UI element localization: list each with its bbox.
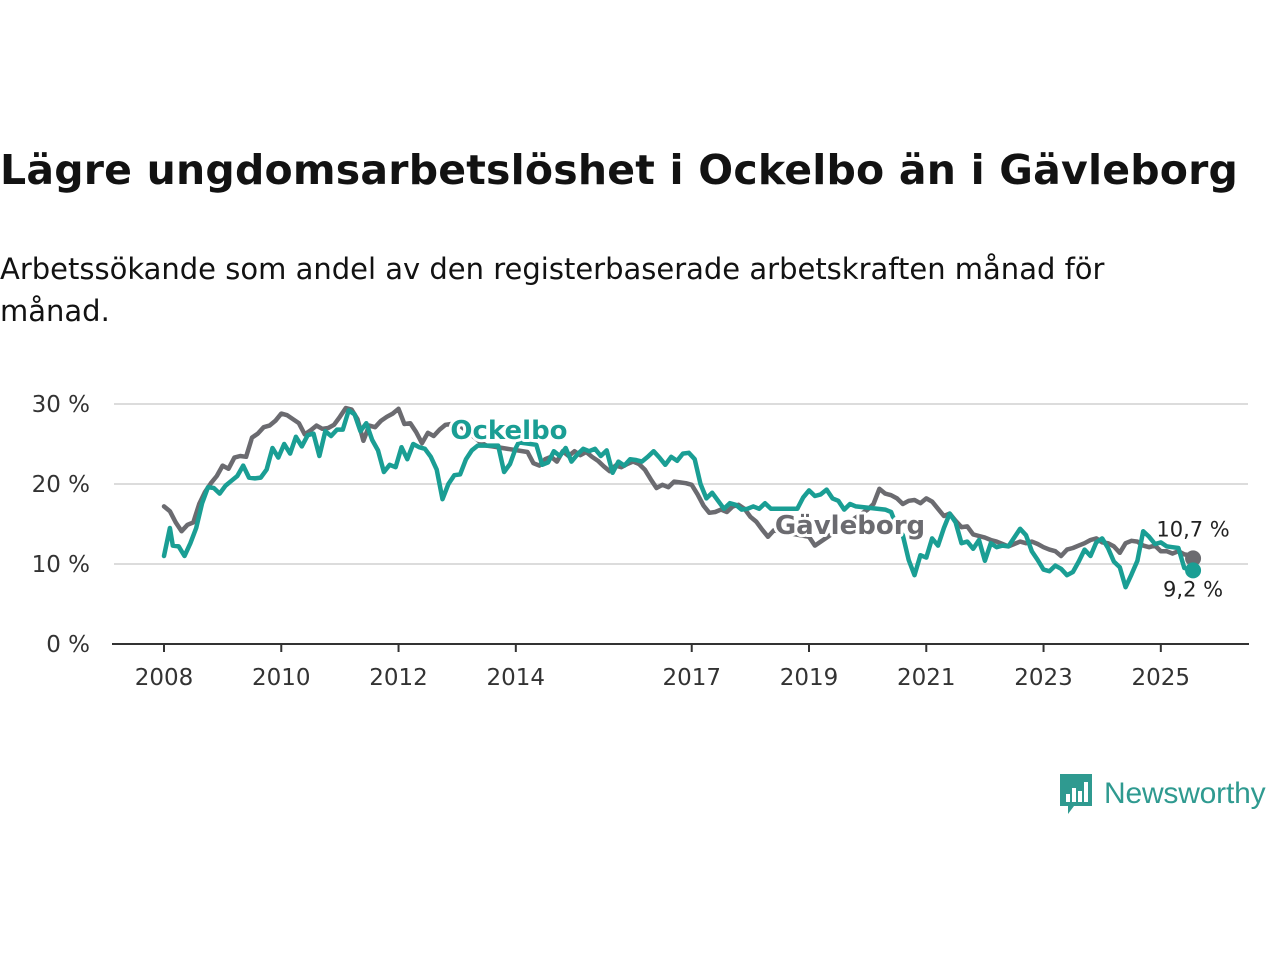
brand-name: Newsworthy <box>1104 777 1266 810</box>
series-line-gavleborg <box>161 405 1196 561</box>
brand-logo: Newsworthy <box>1058 772 1266 816</box>
x-tick-label: 2017 <box>662 665 721 690</box>
chart-subtitle: Arbetssökande som andel av den registerb… <box>0 252 1105 328</box>
series-name-gavleborg: Gävleborg <box>775 511 925 541</box>
end-point-gavleborg <box>1185 550 1202 567</box>
end-value-label-gavleborg: 10,7 % <box>1156 517 1229 541</box>
newsworthy-logo-icon <box>1060 774 1092 814</box>
x-tick-label: 2008 <box>135 665 194 690</box>
axes: 0 % 10 % 20 % 30 % 2008 2010 2012 2014 2017 2019 2… <box>32 392 1249 690</box>
x-tick-label: 2021 <box>897 665 956 690</box>
x-tick-label: 2019 <box>780 665 839 690</box>
line-chart: 0 % 10 % 20 % 30 % 2008 2010 2012 2014 2017 2019 2… <box>32 392 1249 690</box>
end-value-label-ockelbo: 9,2 % <box>1163 577 1223 601</box>
y-tick-label: 10 % <box>32 552 90 578</box>
end-point-ockelbo <box>1185 562 1202 579</box>
series-name-ockelbo: Ockelbo <box>450 416 567 446</box>
y-tick-label: 0 % <box>46 632 90 658</box>
series-lines <box>161 405 1196 590</box>
x-tick-label: 2025 <box>1132 665 1191 690</box>
x-tick-label: 2023 <box>1014 665 1073 690</box>
y-tick-label: 30 % <box>32 392 90 418</box>
series-line-ockelbo <box>161 408 1196 590</box>
x-tick-label: 2014 <box>487 665 546 690</box>
chart-title: Lägre ungdomsarbetslöshet i Ockelbo än i… <box>0 146 1239 194</box>
y-tick-label: 20 % <box>32 472 90 498</box>
x-tick-label: 2012 <box>369 665 428 690</box>
x-tick-label: 2010 <box>252 665 311 690</box>
series-labels: 10,7 % 9,2 % Gävleborg Ockelbo <box>447 413 1229 601</box>
